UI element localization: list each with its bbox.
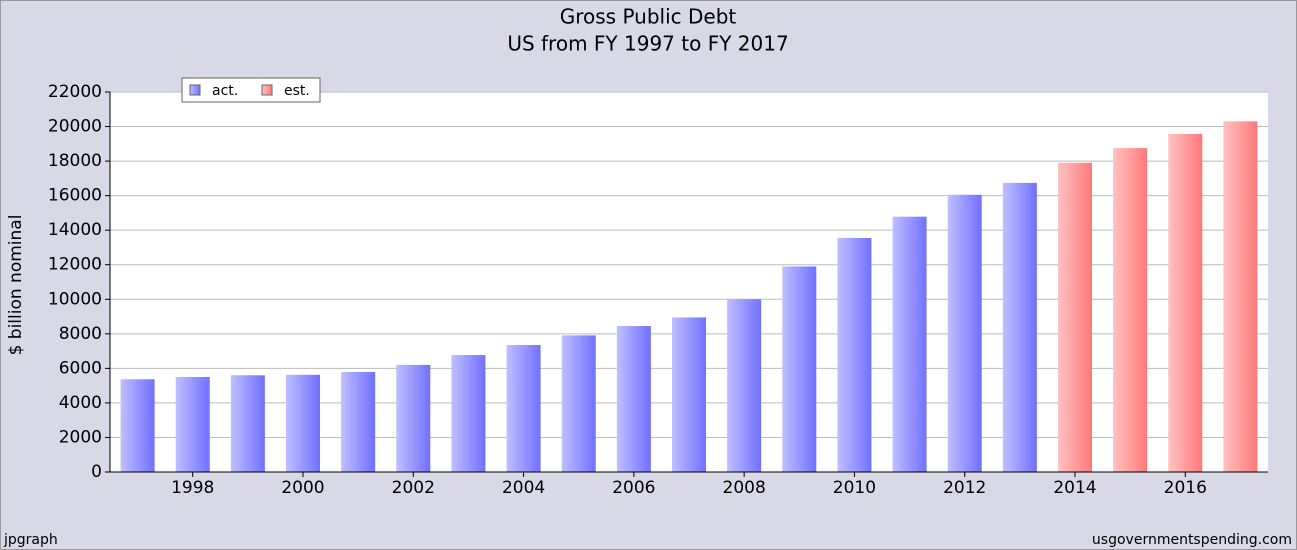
bar [892, 216, 927, 472]
x-tick-label: 2000 [281, 478, 324, 498]
y-tick-label: 12000 [48, 255, 102, 275]
x-tick-label: 2010 [833, 478, 876, 498]
bar [782, 266, 817, 472]
bar [1113, 148, 1148, 473]
bar [561, 335, 596, 472]
bar [1002, 182, 1037, 472]
y-tick-label: 14000 [48, 220, 102, 240]
bar [396, 364, 431, 472]
x-tick-label: 2012 [943, 478, 986, 498]
y-tick-label: 20000 [48, 117, 102, 137]
bar [1223, 121, 1258, 472]
y-tick-label: 2000 [59, 427, 102, 447]
y-tick-label: 16000 [48, 186, 102, 206]
x-tick-label: 2016 [1164, 478, 1207, 498]
bar [1168, 133, 1203, 473]
bar [837, 237, 872, 472]
y-tick-label: 8000 [59, 324, 102, 344]
y-tick-label: 10000 [48, 289, 102, 309]
bar [286, 374, 320, 472]
bar [451, 355, 486, 472]
bar [341, 371, 376, 472]
footer-right: usgovernmentspending.com [1092, 532, 1292, 548]
bar [1058, 162, 1092, 472]
legend-swatch [189, 84, 201, 96]
bar [120, 379, 155, 472]
y-axis-label: $ billion nominal [6, 215, 26, 356]
bar [672, 317, 706, 472]
bar [230, 375, 265, 472]
bar [616, 326, 651, 472]
legend-label: act. [212, 83, 238, 99]
chart-subtitle: US from FY 1997 to FY 2017 [507, 32, 788, 56]
y-tick-label: 18000 [48, 151, 102, 171]
x-tick-label: 2014 [1053, 478, 1096, 498]
bar [727, 299, 762, 472]
bar [175, 377, 210, 472]
footer-left: jpgraph [3, 532, 58, 548]
bar [506, 345, 541, 472]
x-tick-label: 2004 [502, 478, 545, 498]
bar [947, 194, 982, 473]
y-tick-label: 6000 [59, 358, 102, 378]
legend-box [181, 77, 321, 103]
x-tick-label: 2008 [723, 478, 766, 498]
x-tick-label: 2006 [612, 478, 655, 498]
y-tick-label: 22000 [48, 82, 102, 102]
legend-label: est. [284, 83, 310, 99]
chart-title: Gross Public Debt [560, 5, 737, 29]
x-tick-label: 2002 [392, 478, 435, 498]
y-tick-label: 0 [91, 462, 102, 482]
x-tick-label: 1998 [171, 478, 214, 498]
y-tick-label: 4000 [59, 393, 102, 413]
legend-swatch [261, 84, 273, 96]
